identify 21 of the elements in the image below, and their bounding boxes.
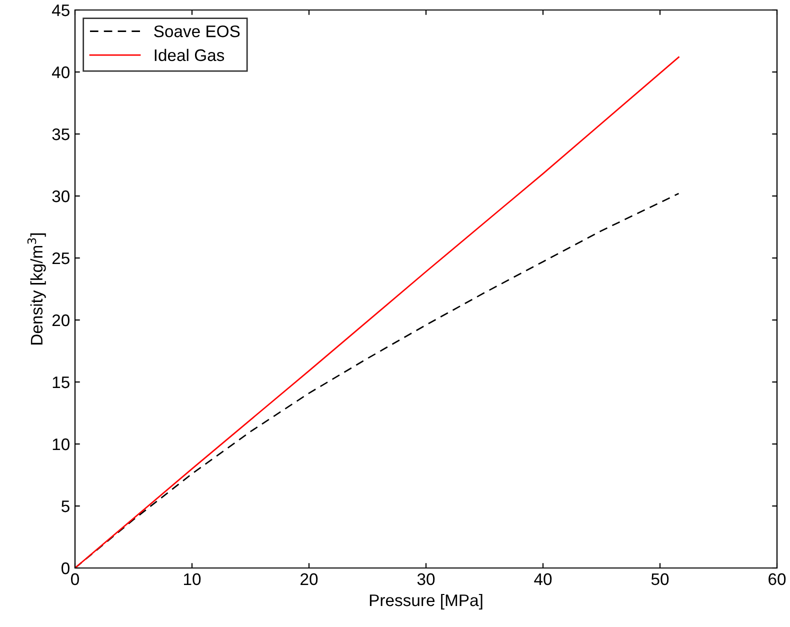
y-tick-label: 10 [52,438,70,450]
x-tick-label: 40 [534,573,552,586]
x-tick-label: 0 [71,573,79,586]
y-tick-label: 20 [52,314,70,326]
y-tick-label: 15 [52,376,70,388]
y-axis-title: Density [kg/m$^{3}$] [27,233,46,344]
x-tick-label: 50 [651,573,669,586]
y-tick-label: 0 [62,562,70,574]
x-tick-label: 30 [417,573,435,586]
x-axis-title: Pressure [MPa] [370,594,482,610]
x-tick-label: 20 [300,573,318,586]
y-tick-label: 25 [52,252,70,264]
y-tick-label: 45 [52,4,70,16]
legend-label: Soave EOS [154,25,240,38]
x-tick-label: 10 [184,573,201,586]
y-tick-label: 35 [52,128,70,140]
y-tick-label: 5 [62,500,70,512]
y-tick-label: 40 [52,66,70,78]
x-tick-label: 60 [768,573,786,586]
y-tick-label: 30 [52,190,70,202]
legend-label: Ideal Gas [154,48,224,62]
